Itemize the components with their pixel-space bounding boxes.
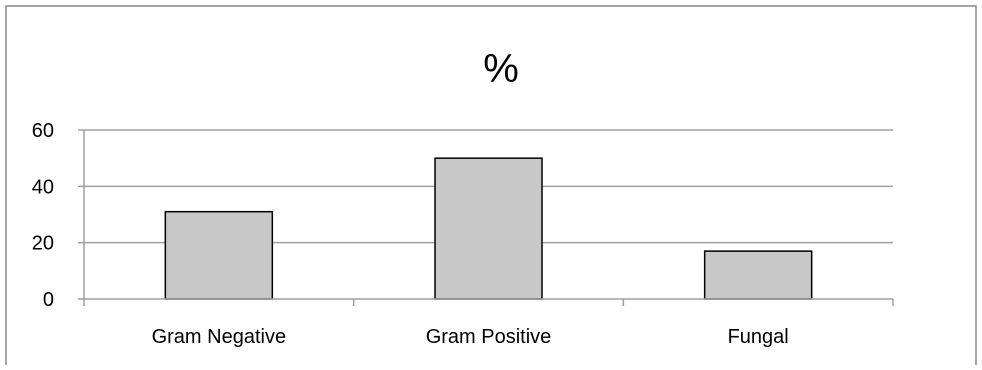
y-axis-ticks: 0 20 40 60 bbox=[32, 120, 84, 311]
x-axis-labels: Gram Negative Gram Positive Fungal bbox=[152, 326, 789, 348]
x-category-label: Gram Negative bbox=[152, 326, 287, 348]
bars bbox=[164, 157, 813, 300]
y-tick-label: 60 bbox=[32, 120, 54, 142]
y-tick-label: 20 bbox=[32, 233, 54, 255]
x-category-label: Gram Positive bbox=[426, 326, 552, 348]
y-tick-label: 40 bbox=[32, 176, 54, 198]
x-category-label: Fungal bbox=[728, 326, 789, 348]
bar-fungal bbox=[703, 250, 813, 300]
bar-gram-negative bbox=[164, 210, 274, 300]
y-tick-label: 0 bbox=[43, 289, 54, 311]
axes bbox=[83, 130, 894, 306]
chart-title: % bbox=[483, 47, 519, 91]
bar-gram-positive bbox=[434, 157, 543, 300]
